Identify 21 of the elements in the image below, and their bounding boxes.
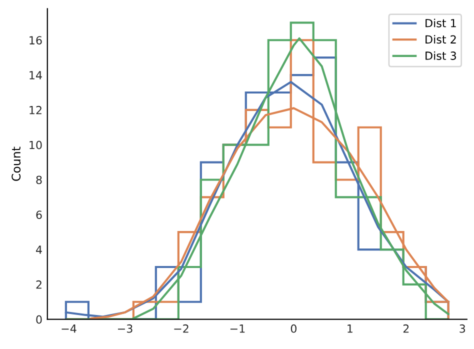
y-tick-label: 6 [36,210,42,220]
x-tick-label: 1 [348,324,352,333]
legend-label: Dist 1 [426,18,456,28]
x-tick-label: 3 [460,324,466,333]
y-axis-title: Count [12,146,21,181]
y-tick-label: 2 [36,280,42,289]
x-tick-label: −2 [174,324,188,333]
x-tick-label: −1 [230,324,245,333]
y-tick-label: 14 [30,71,42,80]
legend-label: Dist 2 [426,35,456,44]
y-tick-label: 0 [36,315,42,324]
y-tick-label: 10 [30,140,42,150]
y-tick-label: 12 [30,106,42,114]
y-tick-label: 16 [30,36,42,45]
x-tick-label: −4 [62,324,76,333]
legend-label: Dist 3 [426,51,456,60]
x-tick-label: −3 [118,324,132,333]
y-tick-label: 4 [36,246,42,254]
x-tick-label: 2 [403,324,409,333]
y-tick-label: 8 [36,176,42,184]
x-tick-label: 0 [290,324,296,333]
